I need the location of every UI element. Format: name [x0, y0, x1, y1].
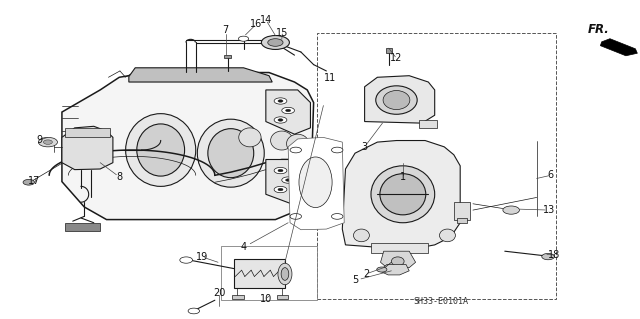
- Circle shape: [503, 206, 520, 214]
- Text: 6: 6: [548, 170, 554, 180]
- Circle shape: [44, 140, 52, 144]
- Ellipse shape: [278, 263, 292, 285]
- Ellipse shape: [287, 134, 309, 153]
- Text: 1: 1: [400, 172, 406, 182]
- Bar: [65, 223, 100, 231]
- Circle shape: [377, 267, 387, 272]
- Text: 8: 8: [116, 172, 122, 182]
- Circle shape: [38, 137, 58, 147]
- Ellipse shape: [383, 91, 410, 109]
- Bar: [232, 295, 244, 299]
- Polygon shape: [62, 126, 113, 170]
- Text: 3: 3: [362, 142, 367, 152]
- Text: 2: 2: [363, 269, 369, 279]
- Polygon shape: [365, 76, 435, 123]
- Text: 16: 16: [250, 19, 262, 29]
- Text: 4: 4: [241, 242, 246, 252]
- Ellipse shape: [271, 131, 293, 150]
- Bar: [65, 128, 109, 137]
- Bar: [234, 259, 285, 287]
- Text: 14: 14: [260, 15, 272, 25]
- Ellipse shape: [299, 157, 332, 208]
- Text: 20: 20: [213, 288, 225, 298]
- Text: 17: 17: [28, 176, 41, 186]
- Text: 13: 13: [543, 205, 556, 215]
- Circle shape: [285, 179, 291, 181]
- Polygon shape: [266, 160, 310, 204]
- Circle shape: [278, 100, 283, 102]
- Circle shape: [261, 35, 289, 49]
- Text: 15: 15: [276, 28, 289, 38]
- Ellipse shape: [197, 119, 264, 187]
- Bar: [371, 243, 428, 253]
- Circle shape: [541, 253, 554, 260]
- Circle shape: [278, 188, 283, 191]
- Ellipse shape: [380, 174, 426, 215]
- Polygon shape: [288, 137, 344, 230]
- Circle shape: [282, 107, 294, 114]
- Polygon shape: [129, 68, 272, 82]
- Circle shape: [282, 177, 294, 183]
- Ellipse shape: [353, 229, 369, 242]
- Text: FR.: FR.: [588, 23, 609, 36]
- Circle shape: [278, 119, 283, 121]
- Text: 9: 9: [36, 135, 43, 145]
- Bar: [317, 33, 556, 299]
- Text: 11: 11: [324, 73, 337, 83]
- Polygon shape: [600, 39, 637, 56]
- Ellipse shape: [281, 268, 289, 280]
- Circle shape: [290, 214, 301, 219]
- Circle shape: [290, 147, 301, 153]
- Text: 18: 18: [548, 250, 561, 260]
- Text: 7: 7: [223, 25, 229, 35]
- Circle shape: [285, 109, 291, 112]
- Circle shape: [278, 169, 283, 172]
- Circle shape: [332, 147, 343, 153]
- Bar: [225, 55, 231, 58]
- Bar: [386, 48, 392, 53]
- Bar: [419, 120, 436, 128]
- Circle shape: [239, 36, 248, 41]
- Polygon shape: [266, 90, 310, 134]
- Circle shape: [180, 257, 193, 263]
- Bar: [457, 218, 467, 223]
- Circle shape: [274, 117, 287, 123]
- Text: 10: 10: [260, 293, 272, 304]
- Ellipse shape: [137, 124, 184, 176]
- Circle shape: [274, 186, 287, 193]
- Ellipse shape: [376, 86, 417, 114]
- Ellipse shape: [208, 129, 253, 178]
- Text: SH33-E0101A: SH33-E0101A: [413, 297, 468, 306]
- Circle shape: [274, 167, 287, 174]
- Polygon shape: [380, 264, 409, 275]
- Ellipse shape: [125, 114, 196, 186]
- Ellipse shape: [371, 166, 435, 223]
- Circle shape: [188, 308, 200, 314]
- Bar: [454, 202, 470, 219]
- Text: 5: 5: [353, 275, 359, 285]
- Circle shape: [332, 214, 343, 219]
- Ellipse shape: [440, 229, 456, 242]
- Polygon shape: [62, 72, 314, 219]
- Circle shape: [23, 179, 35, 185]
- Circle shape: [268, 39, 283, 46]
- Ellipse shape: [239, 128, 261, 147]
- Polygon shape: [342, 141, 460, 250]
- Bar: [221, 247, 317, 300]
- Ellipse shape: [392, 257, 404, 266]
- Bar: [276, 295, 288, 299]
- Circle shape: [274, 98, 287, 104]
- Text: 19: 19: [196, 252, 208, 262]
- Text: 12: 12: [390, 53, 403, 63]
- Polygon shape: [381, 251, 415, 268]
